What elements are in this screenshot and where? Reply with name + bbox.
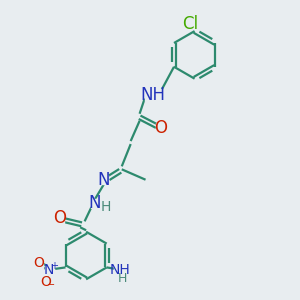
Text: H: H <box>101 200 112 214</box>
Text: O: O <box>33 256 44 270</box>
Bar <box>91 199 100 208</box>
Text: NH: NH <box>110 263 130 278</box>
Text: N: N <box>98 171 110 189</box>
Text: N: N <box>89 194 101 212</box>
Text: +: + <box>50 261 59 271</box>
Bar <box>102 202 109 211</box>
Text: O: O <box>154 119 167 137</box>
Bar <box>41 277 50 286</box>
Bar <box>45 266 54 275</box>
Text: NH: NH <box>140 86 166 104</box>
Text: −: − <box>47 280 55 290</box>
Bar <box>119 274 126 282</box>
Bar <box>156 123 165 133</box>
Bar <box>34 258 43 268</box>
Bar <box>55 214 64 223</box>
Text: H: H <box>118 272 127 285</box>
Bar <box>114 266 126 275</box>
Text: O: O <box>53 209 66 227</box>
Bar <box>100 175 108 184</box>
Text: O: O <box>40 275 51 289</box>
Bar <box>145 89 161 101</box>
Text: Cl: Cl <box>182 15 198 33</box>
Text: N: N <box>44 263 54 278</box>
